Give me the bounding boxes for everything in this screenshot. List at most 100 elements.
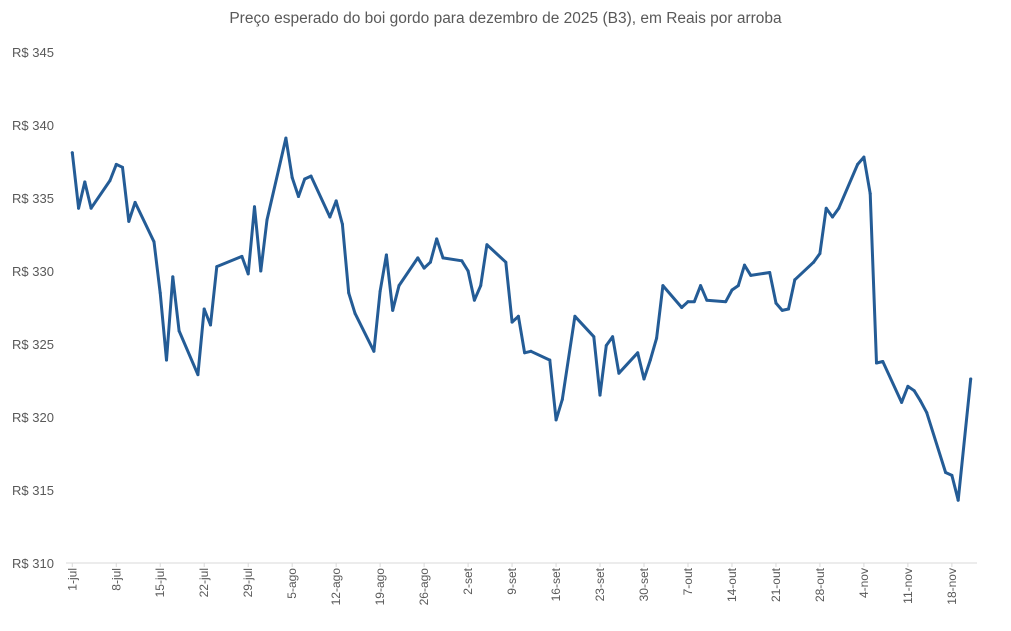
data-point	[510, 320, 514, 324]
data-point	[573, 314, 577, 318]
data-point	[435, 237, 439, 241]
data-point	[692, 300, 696, 304]
data-point	[265, 218, 269, 222]
data-point	[900, 400, 904, 404]
data-point	[460, 259, 464, 263]
data-point	[912, 389, 916, 393]
data-point	[246, 272, 250, 276]
data-point	[560, 397, 564, 401]
data-point	[642, 377, 646, 381]
data-point	[158, 291, 162, 295]
y-tick-label: R$ 340	[12, 118, 54, 133]
x-tick-label: 8-jul	[109, 568, 123, 591]
data-point	[636, 351, 640, 355]
data-point	[592, 335, 596, 339]
data-point	[196, 373, 200, 377]
data-point	[906, 384, 910, 388]
y-tick-label: R$ 320	[12, 410, 54, 425]
data-point	[209, 323, 213, 327]
data-point	[956, 498, 960, 502]
data-point	[114, 162, 118, 166]
data-point	[617, 371, 621, 375]
data-point	[768, 270, 772, 274]
data-point	[749, 273, 753, 277]
data-point	[918, 399, 922, 403]
data-point	[177, 329, 181, 333]
data-point	[309, 174, 313, 178]
data-point	[479, 284, 483, 288]
data-point	[529, 349, 533, 353]
y-tick-label: R$ 315	[12, 483, 54, 498]
x-tick-label: 29-jul	[241, 568, 255, 597]
data-point	[824, 206, 828, 210]
data-point	[780, 308, 784, 312]
data-point	[604, 343, 608, 347]
data-point	[655, 336, 659, 340]
data-point	[680, 306, 684, 309]
data-point	[372, 349, 376, 353]
data-point	[812, 260, 816, 264]
data-point	[284, 136, 288, 140]
x-tick-label: 16-set	[549, 567, 563, 601]
data-point	[830, 215, 834, 219]
data-point	[472, 298, 476, 302]
y-tick-label: R$ 325	[12, 337, 54, 352]
x-tick-label: 5-ago	[285, 568, 299, 599]
data-point	[611, 335, 615, 339]
data-point	[548, 358, 552, 362]
data-point	[127, 219, 131, 223]
data-point	[422, 266, 426, 270]
data-point	[391, 308, 395, 312]
data-point	[340, 222, 344, 226]
data-point	[466, 269, 470, 273]
data-point	[240, 254, 244, 258]
data-point	[862, 155, 866, 159]
data-point	[881, 360, 885, 364]
data-point	[133, 200, 137, 204]
data-point	[516, 314, 520, 318]
data-point	[736, 284, 740, 288]
x-tick-label: 19-ago	[373, 568, 387, 606]
data-point	[661, 284, 665, 288]
data-point	[290, 176, 294, 180]
y-tick-label: R$ 345	[12, 45, 54, 60]
data-point	[252, 205, 256, 209]
data-point	[121, 165, 125, 169]
price-series-line	[70, 136, 973, 502]
data-point	[259, 269, 263, 273]
data-point	[743, 263, 747, 267]
data-point	[165, 358, 169, 362]
data-point	[944, 470, 948, 474]
data-point	[70, 151, 74, 155]
data-point	[83, 180, 87, 184]
y-tick-label: R$ 335	[12, 191, 54, 206]
x-tick-label: 4-nov	[857, 568, 871, 598]
data-point	[699, 284, 703, 288]
data-point	[818, 251, 822, 255]
data-point	[296, 195, 300, 199]
data-point	[523, 351, 527, 355]
data-point	[504, 260, 508, 264]
x-tick-label: 18-nov	[945, 568, 959, 605]
x-tick-label: 15-jul	[153, 568, 167, 597]
data-point	[215, 265, 219, 269]
data-point	[724, 300, 728, 304]
data-point	[347, 291, 351, 295]
data-point	[774, 301, 778, 305]
data-point	[925, 411, 929, 415]
data-point	[89, 206, 93, 210]
data-point	[353, 311, 357, 315]
data-point	[77, 206, 81, 210]
data-point	[730, 288, 734, 292]
x-tick-label: 2-set	[461, 567, 475, 594]
data-point	[868, 192, 872, 196]
data-point	[303, 177, 307, 181]
x-tick-label: 26-ago	[417, 568, 431, 606]
data-point	[397, 284, 401, 288]
data-point	[686, 300, 690, 304]
x-tick-label: 23-set	[593, 567, 607, 601]
x-tick-label: 22-jul	[197, 568, 211, 597]
x-tick-label: 30-set	[637, 567, 651, 601]
data-point	[328, 215, 332, 219]
